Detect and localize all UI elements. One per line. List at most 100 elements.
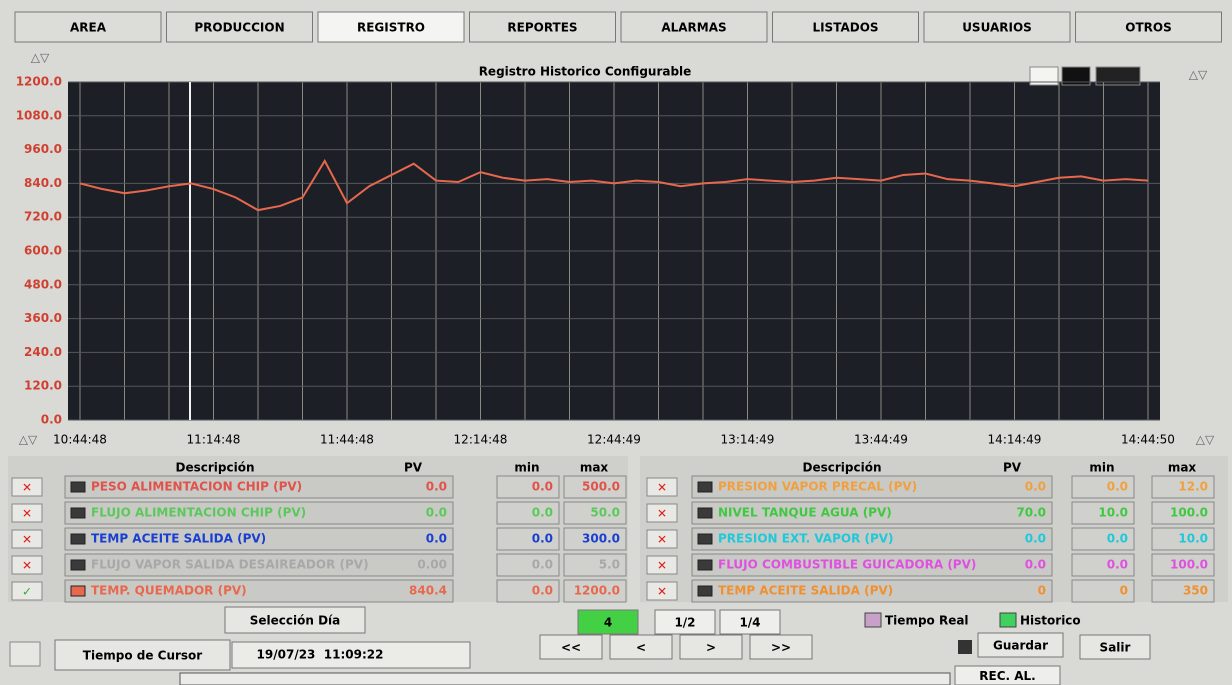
pen-min: 0.0: [532, 558, 553, 572]
pen-max: 300.0: [582, 532, 620, 546]
pen-max: 1200.0: [574, 584, 620, 598]
pen-min: 0: [1120, 584, 1128, 598]
x-tick-label: 13:14:49: [721, 433, 775, 447]
table-header: min: [514, 461, 539, 475]
pen-toggle-icon: ✕: [22, 533, 32, 547]
cursor-time: 19/07/23 11:09:22: [257, 648, 384, 662]
scroll-arrows[interactable]: △▽: [1196, 433, 1215, 447]
pen-min: 0.0: [532, 506, 553, 520]
y-tick-label: 0.0: [41, 413, 62, 427]
nav-tab-label: REGISTRO: [357, 21, 425, 35]
pen-min: 0.0: [1107, 532, 1128, 546]
cursor-time-btn-label: Tiempo de Cursor: [83, 649, 203, 663]
pen-toggle-icon: ✓: [22, 585, 32, 599]
pen-max: 500.0: [582, 480, 620, 494]
pen-swatch: [698, 560, 712, 570]
y-tick-label: 960.0: [24, 142, 62, 156]
scroll-arrows[interactable]: △▽: [31, 51, 50, 65]
table-header: PV: [404, 461, 423, 475]
pen-min: 0.0: [532, 532, 553, 546]
nav-tab-label: ALARMAS: [661, 21, 726, 35]
pen-swatch: [698, 482, 712, 492]
nav-tab-label: LISTADOS: [812, 21, 878, 35]
pen-description: TEMP ACEITE SALIDA (PV): [718, 584, 893, 598]
page: Registro Historico Configurable △▽ △▽ △▽…: [0, 0, 1232, 685]
pen-pv: 840.4: [409, 584, 447, 598]
pen-max: 12.0: [1178, 480, 1208, 494]
pen-min: 10.0: [1098, 506, 1128, 520]
pen-toggle-icon: ✕: [657, 481, 667, 495]
exit-btn-label: Salir: [1100, 641, 1131, 655]
pen-swatch: [71, 482, 85, 492]
zoom-btn-label: 1/2: [674, 616, 695, 630]
pen-description: PESO ALIMENTACION CHIP (PV): [91, 480, 302, 494]
pen-max: 10.0: [1178, 532, 1208, 546]
real-time-swatch[interactable]: [865, 613, 881, 627]
cursor-icon[interactable]: [10, 642, 40, 666]
x-tick-label: 11:44:48: [320, 433, 374, 447]
pen-swatch: [698, 586, 712, 596]
pen-min: 0.0: [1107, 480, 1128, 494]
nav-tab-label: USUARIOS: [962, 21, 1032, 35]
table-header: max: [580, 461, 609, 475]
pen-pv: 0.0: [1025, 558, 1046, 572]
pen-swatch: [71, 534, 85, 544]
y-tick-label: 720.0: [24, 210, 62, 224]
pen-pv: 70.0: [1016, 506, 1046, 520]
pen-pv: 0.00: [417, 558, 447, 572]
pen-description: TEMP ACEITE SALIDA (PV): [91, 532, 266, 546]
x-tick-label: 14:44:50: [1121, 433, 1175, 447]
pen-toggle-icon: ✕: [657, 559, 667, 573]
pen-pv: 0: [1038, 584, 1046, 598]
pen-pv: 0.0: [426, 480, 447, 494]
pen-description: PRESION VAPOR PRECAL (PV): [718, 480, 917, 494]
table-header: Descripción: [176, 461, 255, 475]
pen-description: PRESION EXT. VAPOR (PV): [718, 532, 894, 546]
screen: Registro Historico Configurable △▽ △▽ △▽…: [0, 0, 1232, 685]
y-tick-label: 120.0: [24, 379, 62, 393]
nav-tab-label: OTROS: [1125, 21, 1171, 35]
pen-pv: 0.0: [426, 506, 447, 520]
x-tick-label: 14:14:49: [988, 433, 1042, 447]
pen-toggle-icon: ✕: [657, 533, 667, 547]
table-header: max: [1168, 461, 1197, 475]
scroll-arrows[interactable]: △▽: [19, 433, 38, 447]
table-header: PV: [1003, 461, 1022, 475]
save-btn-label: Guardar: [993, 639, 1048, 653]
zoom-btn-label: 4: [604, 616, 612, 630]
save-icon[interactable]: [958, 640, 972, 654]
pen-toggle-icon: ✕: [22, 559, 32, 573]
pen-swatch: [71, 586, 85, 596]
scroll-arrows[interactable]: △▽: [1189, 68, 1208, 82]
pen-max: 50.0: [590, 506, 620, 520]
pen-min: 0.0: [532, 480, 553, 494]
rec-btn-label: REC. AL.: [979, 669, 1035, 683]
pen-max: 100.0: [1170, 506, 1208, 520]
y-tick-label: 840.0: [24, 176, 62, 190]
y-tick-label: 360.0: [24, 311, 62, 325]
status-bar: [180, 673, 950, 685]
pen-min: 0.0: [1107, 558, 1128, 572]
pen-pv: 0.0: [426, 532, 447, 546]
pen-toggle-icon: ✕: [22, 507, 32, 521]
pen-max: 100.0: [1170, 558, 1208, 572]
pen-toggle-icon: ✕: [22, 481, 32, 495]
pen-swatch: [698, 534, 712, 544]
pen-swatch: [71, 508, 85, 518]
nav-tab-label: REPORTES: [507, 21, 577, 35]
pen-description: NIVEL TANQUE AGUA (PV): [718, 506, 892, 520]
real-time-label: Tiempo Real: [885, 614, 969, 628]
pen-description: FLUJO VAPOR SALIDA DESAIREADOR (PV): [91, 558, 369, 572]
pen-max: 5.0: [599, 558, 620, 572]
zoom-btn-label: 1/4: [739, 616, 760, 630]
select-day-btn-label: Selección Día: [250, 614, 341, 628]
y-tick-label: 1080.0: [16, 108, 62, 122]
pen-swatch: [698, 508, 712, 518]
nav-btn-label: >: [706, 641, 716, 655]
pen-swatch: [71, 560, 85, 570]
nav-btn-label: <: [636, 641, 646, 655]
historic-swatch[interactable]: [1000, 613, 1016, 627]
pen-toggle-icon: ✕: [657, 507, 667, 521]
pen-description: TEMP. QUEMADOR (PV): [91, 584, 247, 598]
nav-btn-label: >>: [771, 641, 791, 655]
